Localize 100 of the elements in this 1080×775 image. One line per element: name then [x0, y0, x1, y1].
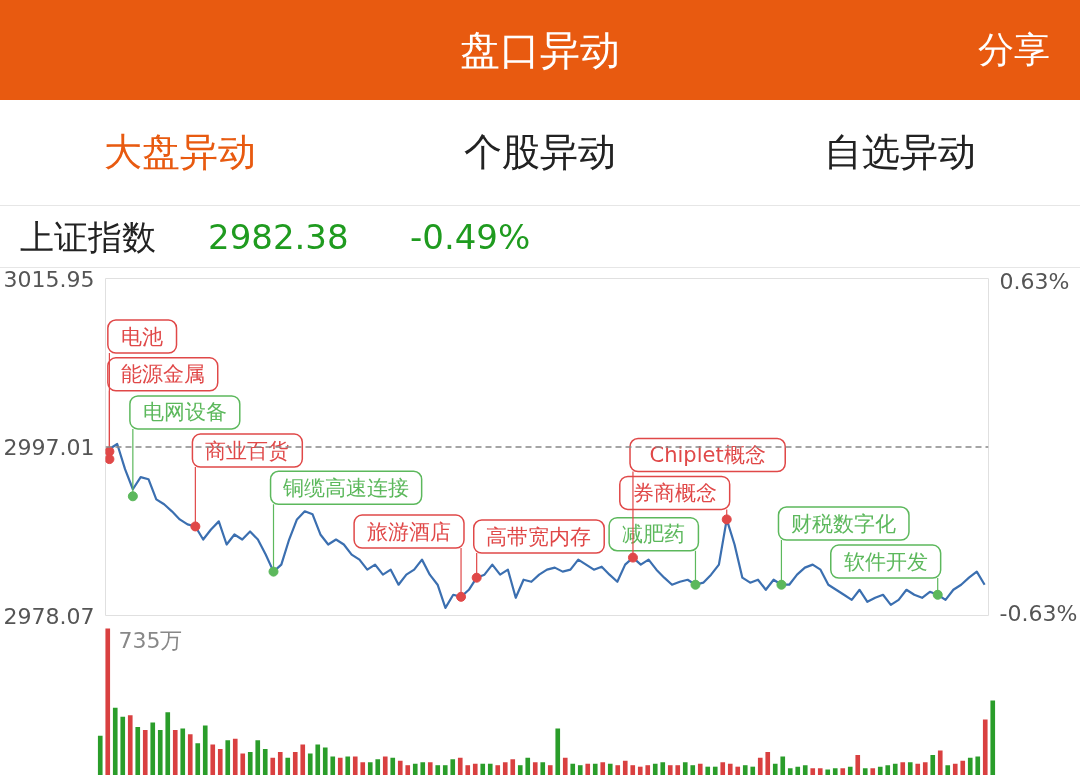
- bar: [375, 759, 381, 775]
- bar: [105, 628, 111, 775]
- bar: [915, 763, 921, 775]
- bar: [840, 768, 846, 775]
- bar: [172, 729, 178, 775]
- bar: [255, 740, 261, 775]
- bar: [142, 729, 148, 775]
- bar: [135, 726, 141, 775]
- bar: [795, 766, 801, 775]
- bar: [247, 751, 253, 775]
- chart-title: 盘口异动: [460, 27, 620, 73]
- y-tick-label: 3015.95: [3, 266, 95, 292]
- bar: [120, 716, 126, 775]
- bar: [180, 728, 186, 775]
- bar: [195, 743, 201, 775]
- annotation: 电网设备: [142, 400, 227, 425]
- bar: [727, 763, 733, 775]
- bar: [990, 700, 996, 775]
- annotation: 财税数字化: [791, 511, 897, 536]
- annotation: 券商概念: [632, 480, 717, 505]
- bar: [742, 765, 748, 775]
- y-tick-label: 2997.01: [3, 435, 95, 460]
- point: [471, 572, 482, 583]
- bar: [810, 768, 816, 775]
- bar: [570, 763, 576, 775]
- bar: [982, 719, 988, 775]
- annotation: 735万: [118, 628, 183, 654]
- annotation: 商业百货: [205, 438, 290, 463]
- bar: [367, 762, 373, 775]
- bar: [472, 763, 478, 775]
- bar: [615, 765, 621, 775]
- bar: [630, 765, 636, 775]
- bar: [712, 766, 718, 775]
- bar: [465, 765, 471, 775]
- bar: [420, 762, 426, 775]
- bar: [705, 766, 711, 775]
- bar: [945, 765, 951, 775]
- point: [127, 491, 138, 502]
- bar: [330, 756, 336, 775]
- bar: [637, 766, 643, 775]
- bar: [652, 763, 658, 775]
- bar: [750, 766, 756, 775]
- bar: [277, 751, 283, 775]
- bar: [870, 768, 876, 775]
- bar: [517, 765, 523, 775]
- annotation: 软件开发: [843, 549, 928, 574]
- bar: [397, 760, 403, 775]
- bar: [510, 759, 516, 775]
- bar: [772, 763, 778, 775]
- bar: [240, 753, 246, 775]
- bar: [600, 762, 606, 775]
- bar: [127, 715, 133, 775]
- bar: [645, 765, 651, 775]
- bar: [405, 765, 411, 775]
- bar: [150, 722, 156, 775]
- bar: [825, 769, 831, 775]
- point: [456, 591, 467, 602]
- bar: [952, 763, 958, 775]
- bar: [307, 753, 313, 775]
- annotation: Chiplet概念: [649, 443, 766, 468]
- bar: [675, 765, 681, 775]
- bar: [157, 729, 163, 775]
- bar: [892, 763, 898, 775]
- bar: [427, 762, 433, 775]
- bar: [187, 734, 193, 775]
- bar: [967, 757, 973, 775]
- bar: [292, 751, 298, 775]
- bar: [315, 744, 321, 775]
- bar: [592, 763, 598, 775]
- bar: [667, 765, 673, 775]
- bar: [352, 756, 358, 775]
- bar: [765, 751, 771, 775]
- bar: [270, 757, 276, 775]
- bar: [720, 762, 726, 775]
- point: [690, 579, 701, 590]
- y2-tick-label: 0.63%: [999, 268, 1070, 294]
- bar: [412, 763, 418, 775]
- bar: [735, 766, 741, 775]
- bar: [877, 766, 883, 775]
- text: -0.49%: [410, 216, 531, 259]
- bar: [787, 768, 793, 775]
- bar: [390, 757, 396, 775]
- bar: [607, 763, 613, 775]
- bar: [210, 744, 216, 775]
- point: [932, 589, 943, 600]
- annotation: 铜缆高速连接: [282, 475, 410, 500]
- bar: [885, 765, 891, 775]
- bar: [502, 762, 508, 775]
- point: [721, 514, 732, 525]
- bar: [495, 765, 501, 775]
- bar: [450, 759, 456, 775]
- annotation: 能源金属: [120, 362, 205, 387]
- y-tick-label: 2978.07: [3, 603, 95, 629]
- point: [190, 521, 201, 532]
- text: 个股异动: [463, 129, 617, 176]
- bar: [232, 738, 238, 775]
- bar: [487, 763, 493, 775]
- point: [627, 552, 638, 563]
- bar: [855, 754, 861, 775]
- text: 大盘异动: [103, 129, 257, 176]
